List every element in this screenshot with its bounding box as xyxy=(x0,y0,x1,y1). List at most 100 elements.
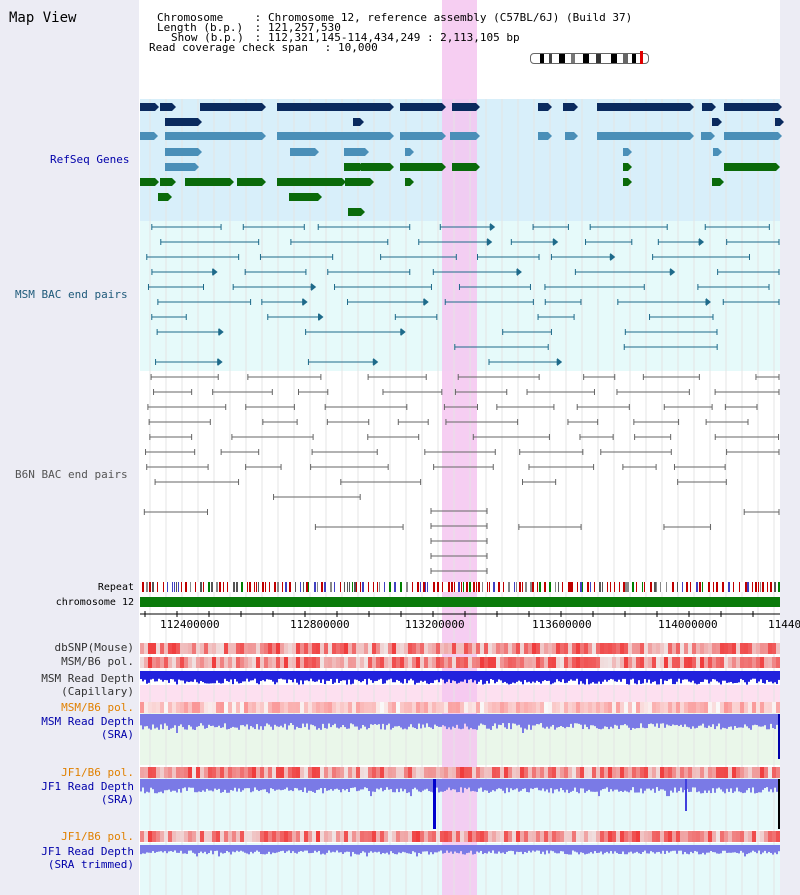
depth-bar xyxy=(420,714,422,729)
jf1-b6-pol-2-label[interactable]: JF1/B6 pol. xyxy=(61,830,134,843)
depth-bar xyxy=(286,714,288,730)
b6n-bac-track-label[interactable]: B6N BAC end pairs xyxy=(15,468,128,481)
depth-bar xyxy=(622,845,624,852)
selected-region-highlight[interactable] xyxy=(442,0,477,895)
chromosome-track-label[interactable]: chromosome 12 xyxy=(55,597,134,608)
repeat-feature xyxy=(340,582,341,592)
depth-bar xyxy=(382,845,384,853)
msm-bac-track-label[interactable]: MSM BAC end pairs xyxy=(15,288,128,301)
depth-bar xyxy=(624,779,626,791)
depth-bar xyxy=(516,845,518,852)
jf1-depth-sra-label[interactable]: JF1 Read Depth xyxy=(41,780,134,793)
depth-bar xyxy=(144,779,146,794)
jf1-depth-sra-sublabel: (SRA) xyxy=(100,793,134,806)
repeat-feature xyxy=(256,582,257,592)
depth-bar xyxy=(540,714,542,724)
repeat-feature xyxy=(544,582,546,592)
depth-bar xyxy=(162,779,164,794)
depth-bar xyxy=(172,714,174,728)
depth-bar xyxy=(454,845,456,852)
pol-density-cell xyxy=(600,767,604,778)
gene-feature xyxy=(623,148,628,156)
depth-bar xyxy=(258,845,260,852)
depth-bar xyxy=(620,714,622,726)
dbsnp-density-cell xyxy=(620,643,624,654)
gene-strand-arrow xyxy=(628,163,632,171)
depth-bar xyxy=(490,714,492,730)
depth-bar xyxy=(384,714,386,730)
pol-density-cell xyxy=(660,657,664,668)
depth-bar xyxy=(198,845,200,854)
depth-bar xyxy=(550,779,552,789)
refseq-track-label[interactable]: RefSeq Genes xyxy=(50,153,130,166)
msm-depth-sra-label[interactable]: MSM Read Depth xyxy=(41,715,134,728)
depth-bar xyxy=(650,714,652,724)
depth-bar xyxy=(714,779,716,793)
repeat-feature xyxy=(349,582,350,592)
depth-bar xyxy=(692,779,694,788)
pol-density-cell xyxy=(776,657,780,668)
depth-bar xyxy=(770,845,772,854)
depth-bar xyxy=(154,714,156,729)
pol-density-cell xyxy=(644,657,648,668)
depth-bar xyxy=(370,845,372,852)
depth-bar xyxy=(778,671,780,680)
depth-bar xyxy=(384,671,386,684)
pol-density-cell xyxy=(492,831,496,842)
depth-bar xyxy=(416,779,418,790)
pol-density-cell xyxy=(364,702,368,713)
depth-bar xyxy=(620,671,622,682)
depth-bar xyxy=(652,779,654,789)
depth-bar xyxy=(758,671,760,682)
dbsnp-density-cell xyxy=(492,643,496,654)
pol-density-cell xyxy=(576,831,580,842)
pol-density-cell xyxy=(640,767,644,778)
dbsnp-density-cell xyxy=(388,643,392,654)
msm-b6-pol-track-label[interactable]: MSM/B6 pol. xyxy=(61,655,134,668)
depth-bar xyxy=(174,671,176,682)
depth-bar xyxy=(192,714,194,730)
dbsnp-track-label[interactable]: dbSNP(Mouse) xyxy=(54,641,134,654)
depth-bar xyxy=(452,845,454,854)
depth-bar xyxy=(594,714,596,727)
pol-density-cell xyxy=(440,657,444,668)
chromosome-ideogram[interactable] xyxy=(530,51,651,64)
pol-density-cell xyxy=(244,702,248,713)
pol-density-cell xyxy=(692,831,696,842)
depth-bar xyxy=(534,714,536,726)
repeat-track-label[interactable]: Repeat xyxy=(97,582,134,593)
pol-density-cell xyxy=(540,657,544,668)
depth-bar xyxy=(706,779,708,793)
msm-depth-capillary-label[interactable]: MSM Read Depth xyxy=(41,672,134,685)
pol-density-cell xyxy=(748,831,752,842)
pol-density-cell xyxy=(468,831,472,842)
depth-bar xyxy=(446,671,448,682)
pol-density-cell xyxy=(560,657,564,668)
msm-b6-pol-2-label[interactable]: MSM/B6 pol. xyxy=(61,701,134,714)
jf1-b6-pol-1-label[interactable]: JF1/B6 pol. xyxy=(61,766,134,779)
depth-bar xyxy=(348,779,350,792)
jf1-depth-trim-label[interactable]: JF1 Read Depth xyxy=(41,845,134,858)
depth-bar xyxy=(250,671,252,681)
pol-density-cell xyxy=(208,831,212,842)
repeat-feature xyxy=(356,582,357,592)
pol-density-cell xyxy=(352,831,356,842)
pol-density-cell xyxy=(188,831,192,842)
pol-density-cell xyxy=(572,767,576,778)
depth-bar xyxy=(652,714,654,725)
depth-bar xyxy=(296,714,298,727)
depth-bar xyxy=(442,779,444,792)
depth-bar xyxy=(532,714,534,726)
depth-bar xyxy=(232,671,234,685)
gene-strand-arrow xyxy=(195,163,199,171)
depth-bar xyxy=(716,714,718,727)
depth-bar xyxy=(580,845,582,853)
dbsnp-density-cell xyxy=(588,643,592,654)
depth-bar xyxy=(528,671,530,682)
bac-end-arrow xyxy=(705,298,711,306)
depth-bar xyxy=(650,779,652,791)
depth-bar xyxy=(680,845,682,851)
depth-bar xyxy=(686,714,688,727)
pol-density-cell xyxy=(396,657,400,668)
depth-bar xyxy=(530,779,532,789)
